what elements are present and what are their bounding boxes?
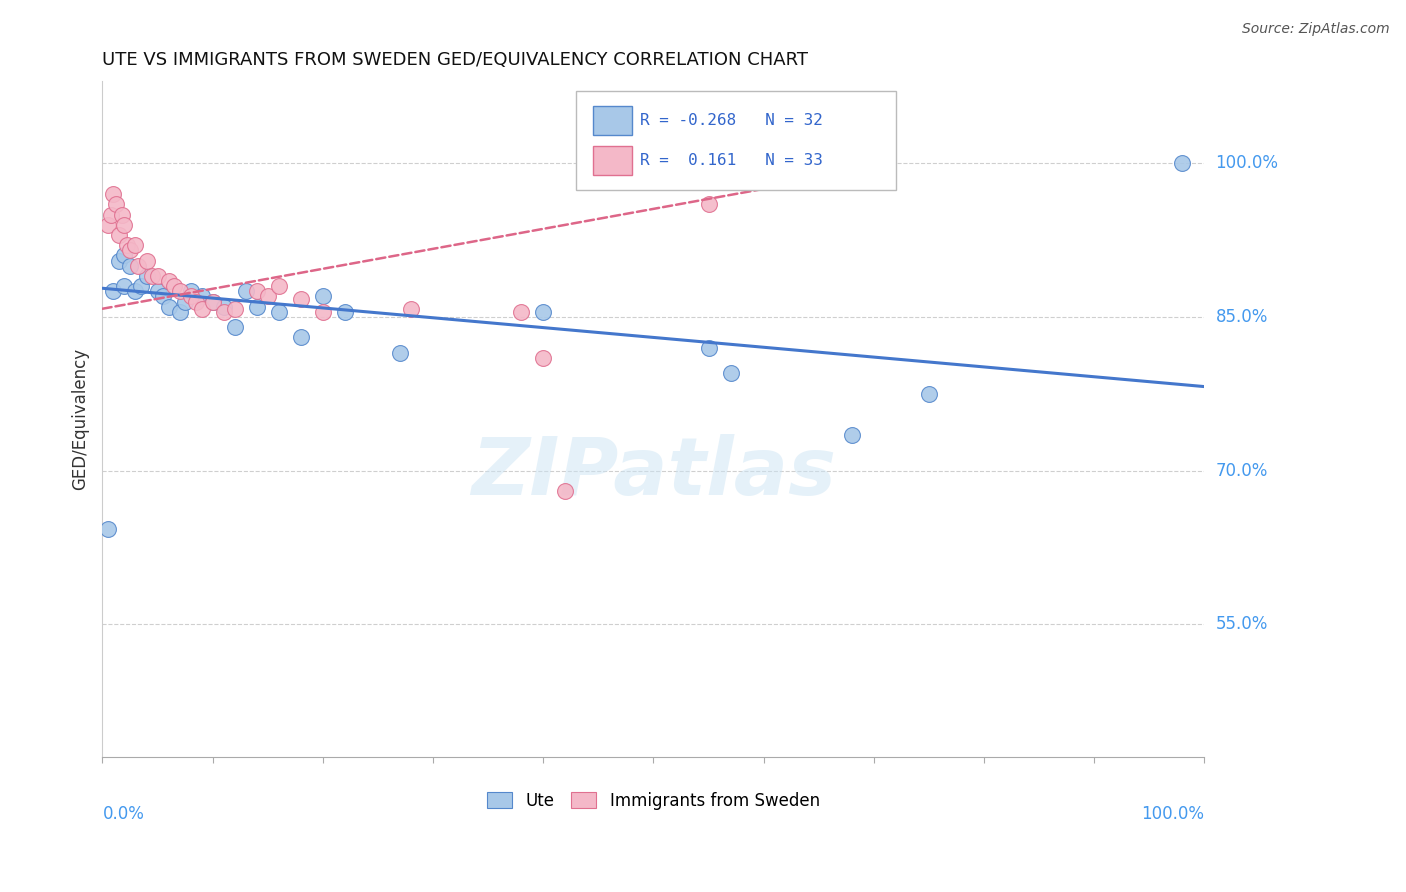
Point: [235, 285, 257, 299]
Point: [246, 300, 269, 314]
Point: [697, 341, 720, 355]
Point: [554, 484, 576, 499]
Point: [212, 305, 235, 319]
Point: [152, 289, 174, 303]
Point: [224, 301, 246, 316]
Point: [97, 218, 120, 232]
Point: [169, 305, 191, 319]
Point: [256, 289, 278, 303]
Point: [114, 248, 136, 262]
FancyBboxPatch shape: [593, 145, 633, 176]
Point: [201, 294, 224, 309]
Legend: Ute, Immigrants from Sweden: Ute, Immigrants from Sweden: [481, 785, 827, 817]
Point: [312, 289, 335, 303]
Point: [146, 268, 169, 283]
Point: [267, 279, 290, 293]
Point: [135, 253, 157, 268]
Point: [531, 305, 554, 319]
Text: 100.0%: 100.0%: [1142, 805, 1205, 822]
Text: R =  0.161   N = 33: R = 0.161 N = 33: [640, 153, 823, 168]
Text: ZIPatlas: ZIPatlas: [471, 434, 837, 513]
Text: R = -0.268   N = 32: R = -0.268 N = 32: [640, 113, 823, 128]
Point: [720, 366, 742, 380]
Point: [135, 268, 157, 283]
Point: [114, 279, 136, 293]
Point: [146, 285, 169, 299]
Point: [97, 522, 120, 536]
Point: [118, 259, 141, 273]
Point: [190, 301, 212, 316]
Point: [212, 300, 235, 314]
Point: [169, 285, 191, 299]
Point: [127, 259, 149, 273]
Text: 85.0%: 85.0%: [1216, 308, 1268, 326]
Point: [267, 305, 290, 319]
Point: [312, 305, 335, 319]
Point: [180, 285, 202, 299]
Point: [224, 320, 246, 334]
Point: [129, 279, 152, 293]
Point: [1171, 156, 1194, 170]
Point: [388, 346, 411, 360]
Point: [141, 268, 163, 283]
Point: [118, 244, 141, 258]
Point: [111, 207, 134, 221]
Point: [157, 300, 180, 314]
Point: [918, 386, 941, 401]
Point: [190, 289, 212, 303]
Text: 55.0%: 55.0%: [1216, 615, 1268, 633]
Point: [201, 294, 224, 309]
Point: [124, 285, 146, 299]
Point: [157, 274, 180, 288]
Y-axis label: GED/Equivalency: GED/Equivalency: [72, 348, 89, 491]
Point: [531, 351, 554, 365]
Point: [108, 253, 131, 268]
Point: [115, 238, 138, 252]
Point: [180, 289, 202, 303]
Point: [103, 187, 125, 202]
Text: Source: ZipAtlas.com: Source: ZipAtlas.com: [1241, 22, 1389, 37]
Point: [184, 294, 207, 309]
Point: [290, 330, 312, 344]
Point: [104, 197, 127, 211]
Point: [510, 305, 533, 319]
Point: [841, 427, 863, 442]
Point: [124, 238, 146, 252]
Text: UTE VS IMMIGRANTS FROM SWEDEN GED/EQUIVALENCY CORRELATION CHART: UTE VS IMMIGRANTS FROM SWEDEN GED/EQUIVA…: [103, 51, 808, 69]
Text: 100.0%: 100.0%: [1216, 154, 1278, 172]
Point: [103, 285, 125, 299]
Point: [697, 197, 720, 211]
Point: [114, 218, 136, 232]
Text: 0.0%: 0.0%: [103, 805, 145, 822]
Point: [290, 292, 312, 306]
Point: [246, 285, 269, 299]
Point: [108, 227, 131, 242]
Point: [399, 301, 422, 316]
Text: 70.0%: 70.0%: [1216, 461, 1268, 480]
FancyBboxPatch shape: [576, 92, 896, 189]
Point: [333, 305, 356, 319]
FancyBboxPatch shape: [593, 105, 633, 136]
Point: [163, 279, 186, 293]
Point: [174, 294, 197, 309]
Point: [100, 207, 122, 221]
